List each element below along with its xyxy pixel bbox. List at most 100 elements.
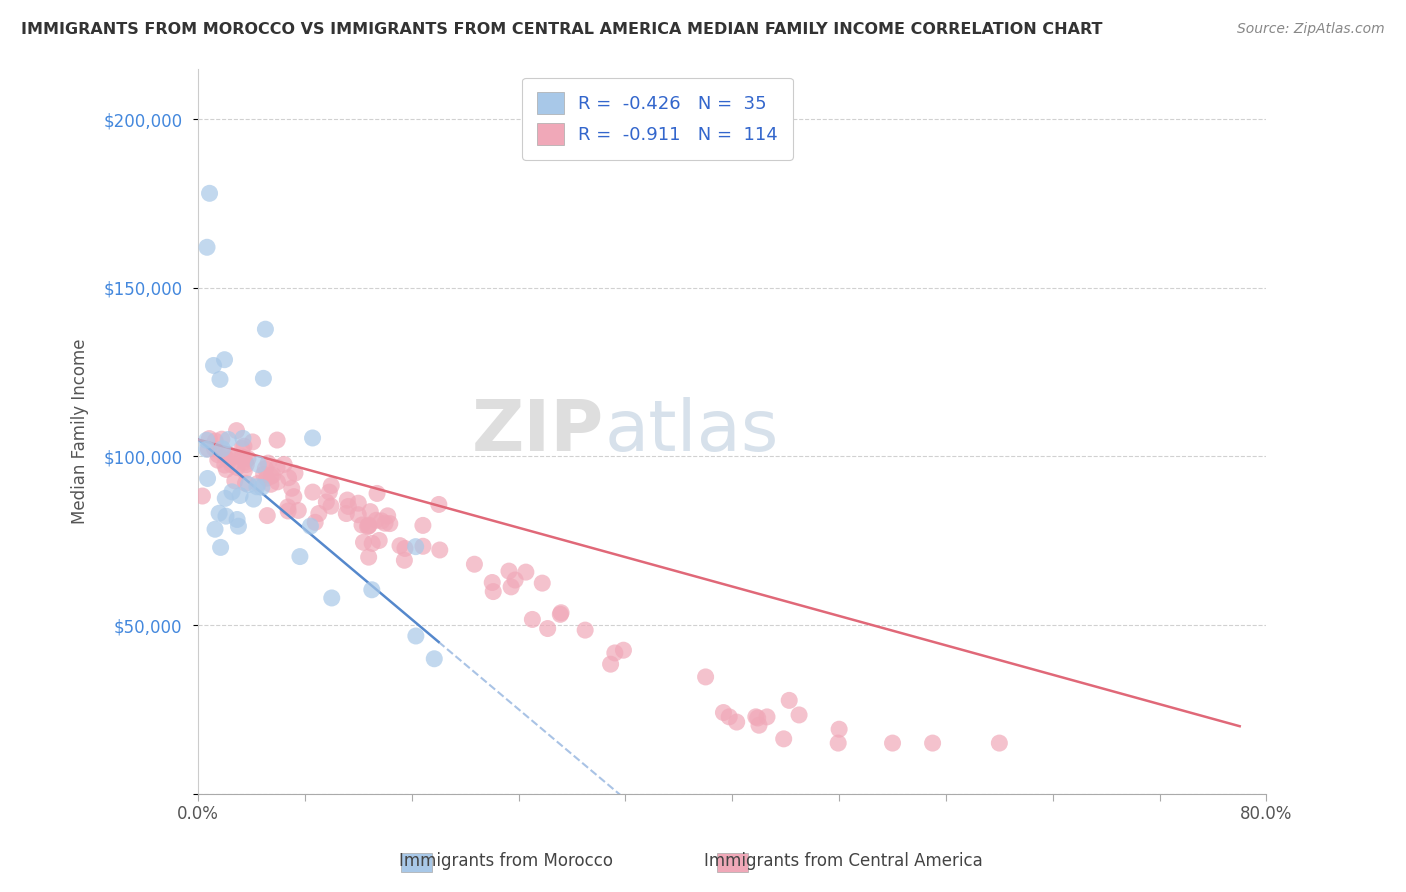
Point <box>412 539 434 553</box>
Text: ZIP: ZIP <box>472 397 605 466</box>
Point <box>427 498 450 512</box>
Point <box>233 455 256 469</box>
Point <box>745 710 768 724</box>
Point <box>233 451 256 466</box>
Point <box>198 432 221 446</box>
Point <box>204 522 226 536</box>
Point <box>221 484 243 499</box>
Point <box>921 736 943 750</box>
Point <box>214 449 236 463</box>
Text: IMMIGRANTS FROM MOROCCO VS IMMIGRANTS FROM CENTRAL AMERICA MEDIAN FAMILY INCOME : IMMIGRANTS FROM MOROCCO VS IMMIGRANTS FR… <box>21 22 1102 37</box>
Point <box>217 447 239 461</box>
Point <box>254 461 277 475</box>
Point <box>695 670 717 684</box>
Point <box>347 496 370 510</box>
Point <box>266 460 288 475</box>
Point <box>215 462 238 476</box>
Point <box>202 359 225 373</box>
Point <box>301 485 323 500</box>
Point <box>747 711 769 725</box>
Point <box>368 533 391 548</box>
Point <box>315 495 337 509</box>
Point <box>357 519 380 533</box>
Point <box>204 434 226 448</box>
Point <box>262 468 284 483</box>
Point <box>537 622 560 636</box>
Point <box>357 550 380 565</box>
Point <box>429 543 451 558</box>
Point <box>217 433 239 447</box>
Point <box>246 480 269 494</box>
Point <box>231 450 253 464</box>
Point <box>256 471 278 485</box>
Point <box>308 507 330 521</box>
Point <box>394 541 416 556</box>
Point <box>359 505 381 519</box>
Point <box>748 718 770 732</box>
Point <box>242 434 264 449</box>
Point <box>336 493 359 508</box>
Point <box>882 736 904 750</box>
Point <box>599 657 621 672</box>
Point <box>221 450 243 465</box>
Point <box>357 518 380 533</box>
Point <box>366 513 388 527</box>
Point <box>277 504 299 518</box>
Point <box>347 508 370 522</box>
Point <box>481 575 503 590</box>
Point <box>211 432 233 446</box>
Point <box>718 710 741 724</box>
Point <box>191 489 214 503</box>
Point <box>254 322 277 336</box>
Point <box>209 541 232 555</box>
Point <box>405 540 427 554</box>
Point <box>214 458 236 472</box>
Point <box>756 710 779 724</box>
Point <box>550 606 572 620</box>
Point <box>257 456 280 470</box>
Point <box>233 464 256 478</box>
Point <box>228 519 250 533</box>
Point <box>280 481 302 495</box>
Point <box>207 453 229 467</box>
Point <box>197 442 219 456</box>
Point <box>242 492 264 507</box>
Point <box>501 580 523 594</box>
Point <box>412 518 434 533</box>
Point <box>208 506 231 520</box>
Point <box>482 584 505 599</box>
Point <box>207 448 229 462</box>
Point <box>603 646 626 660</box>
Point <box>318 485 340 500</box>
Point <box>522 612 544 626</box>
Point <box>214 491 236 506</box>
Point <box>231 442 253 456</box>
Point <box>204 442 226 456</box>
Point <box>232 439 254 453</box>
Point <box>304 516 326 530</box>
Point <box>360 582 382 597</box>
Text: Immigrants from Central America: Immigrants from Central America <box>704 852 983 870</box>
Point <box>232 431 254 445</box>
Point <box>221 458 243 472</box>
Point <box>283 490 305 504</box>
Point <box>378 516 401 531</box>
Point <box>388 539 411 553</box>
Point <box>356 519 378 533</box>
Point <box>778 693 800 707</box>
Point <box>246 476 269 491</box>
Point <box>361 536 384 550</box>
Point <box>787 708 810 723</box>
Point <box>394 553 416 567</box>
Point <box>423 652 446 666</box>
Point <box>988 736 1011 750</box>
Point <box>370 514 392 528</box>
Point <box>321 478 343 492</box>
Point <box>266 475 288 489</box>
Point <box>277 500 299 514</box>
Point <box>214 352 236 367</box>
Point <box>377 508 399 523</box>
Point <box>550 607 572 622</box>
Point <box>235 476 257 491</box>
Point <box>247 458 270 472</box>
